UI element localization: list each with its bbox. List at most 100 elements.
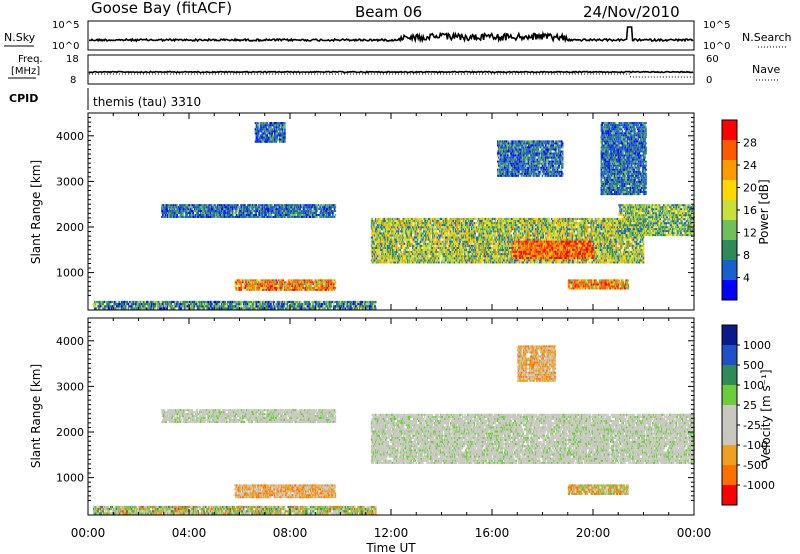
cell [280,303,283,306]
cell [363,305,365,308]
cell [256,287,258,289]
cell [459,217,461,220]
cell [407,246,410,249]
cell [381,234,384,237]
cell [460,228,462,231]
cell [205,204,208,207]
cell [374,303,376,306]
cell [290,283,293,286]
cell [300,300,302,304]
cell [300,305,303,308]
cell [389,249,391,252]
cell [278,134,280,137]
cell [189,208,192,211]
cell [448,242,450,245]
cell [332,204,335,207]
cell [363,303,365,306]
cell [306,283,308,286]
cell [221,206,224,209]
cell [462,244,465,247]
cell [437,228,439,231]
cell [269,215,272,218]
cell [446,220,449,223]
cell [393,251,396,254]
cell [282,214,284,216]
cell [390,234,392,237]
cell [444,226,446,229]
cell [279,206,282,209]
cell [401,236,403,239]
cell [379,224,381,227]
cell [270,206,273,209]
cell [299,212,301,214]
cell [379,230,381,233]
cell [456,251,459,254]
cell [391,244,394,247]
cell [171,212,173,214]
cell [456,222,459,225]
cell [407,238,410,241]
cell [304,307,306,310]
cell [169,307,172,310]
cell [452,251,454,254]
cell [161,215,163,218]
cell [465,249,468,252]
cell [268,285,270,287]
cell [267,132,269,135]
cell [450,240,453,243]
cell [264,126,267,129]
cell [238,212,241,214]
cell [237,305,240,308]
cell [444,249,447,252]
cell [246,210,248,213]
cell [428,259,430,262]
cell [260,134,263,137]
cell [380,259,383,262]
cell [269,128,271,131]
cell [278,305,280,308]
cell [417,242,420,245]
cell [286,287,289,289]
cell [436,244,438,247]
cell [412,220,414,223]
cell [312,281,315,284]
cell [459,230,461,233]
cell [244,204,247,207]
cell [383,246,385,249]
cell [438,246,440,249]
cell [262,204,264,207]
cell [327,212,329,214]
cell [281,210,284,213]
cell [418,228,421,231]
cell [315,300,317,304]
cell [464,226,466,229]
cell [331,283,333,286]
cell [185,212,188,214]
cell [251,206,253,209]
cell [204,215,206,218]
cell [407,232,409,235]
cell [315,305,317,308]
cpid-text: themis (tau) 3310 [93,95,201,109]
cell [104,307,107,310]
cell [177,300,179,304]
cell [370,226,373,229]
power-cells [93,122,695,310]
cell [98,305,100,308]
cell [343,303,345,306]
cell [458,236,460,239]
cell [242,204,244,207]
cell [291,283,294,286]
cell [258,303,260,306]
cell [189,212,192,214]
cell [185,214,188,216]
cell [256,206,258,209]
cell [185,300,188,304]
cell [447,251,449,254]
cell [262,134,264,137]
cell [204,208,206,211]
cell [308,204,311,207]
cell [290,279,293,282]
cell [312,206,315,209]
cell [370,228,373,231]
